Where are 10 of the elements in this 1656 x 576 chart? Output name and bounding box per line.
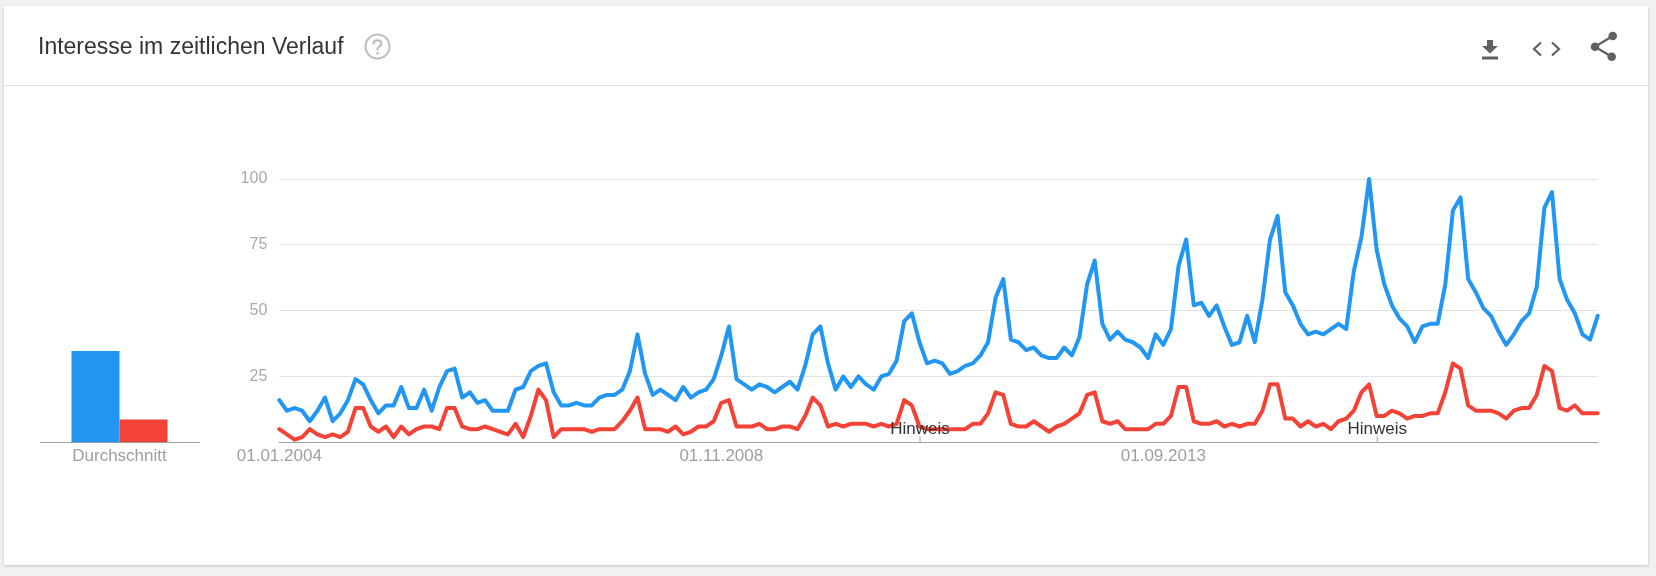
y-tick-label: 75	[249, 235, 268, 253]
y-tick-label: 100	[240, 169, 268, 187]
y-tick-label: 50	[249, 301, 268, 319]
annotation: Hinweis	[1347, 419, 1408, 439]
x-tick-label: 01.01.2004	[236, 446, 322, 466]
y-tick-label: 25	[249, 366, 268, 384]
x-tick-label: 01.11.2008	[679, 446, 764, 466]
x-tick-label: Durchschnitt	[72, 446, 168, 466]
chart-title: Interesse im zeitlichen Verlauf	[38, 32, 344, 60]
x-tick-label: 01.09.2013	[1120, 446, 1206, 466]
